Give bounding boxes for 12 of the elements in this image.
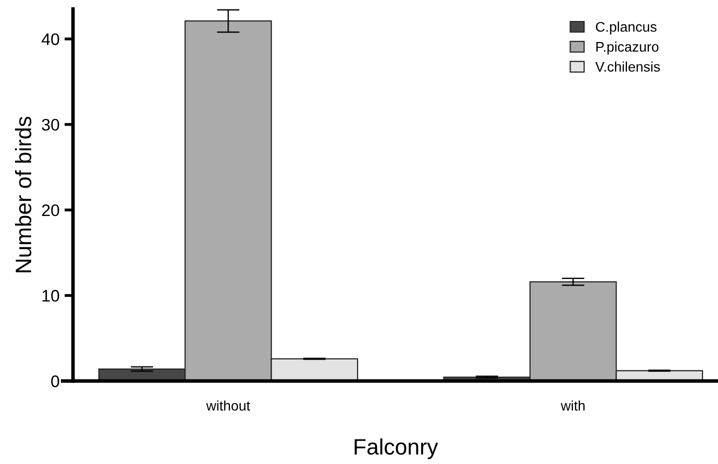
- legend-label: C.plancus: [596, 22, 656, 35]
- y-tick-label: 0: [51, 375, 60, 388]
- y-tick-label: 40: [42, 33, 60, 46]
- y-tick-label: 10: [42, 290, 60, 302]
- y-axis-title: Number of birds: [15, 116, 32, 272]
- legend-label: V.chilensis: [595, 62, 660, 72]
- x-tick-label: with: [560, 400, 585, 411]
- y-tick-label: 30: [42, 118, 60, 131]
- x-tick-label: without: [206, 400, 250, 411]
- legend-label: P.picazuro: [596, 42, 658, 54]
- x-axis-title: Falconry: [354, 438, 438, 460]
- y-tick-label: 20: [42, 204, 60, 216]
